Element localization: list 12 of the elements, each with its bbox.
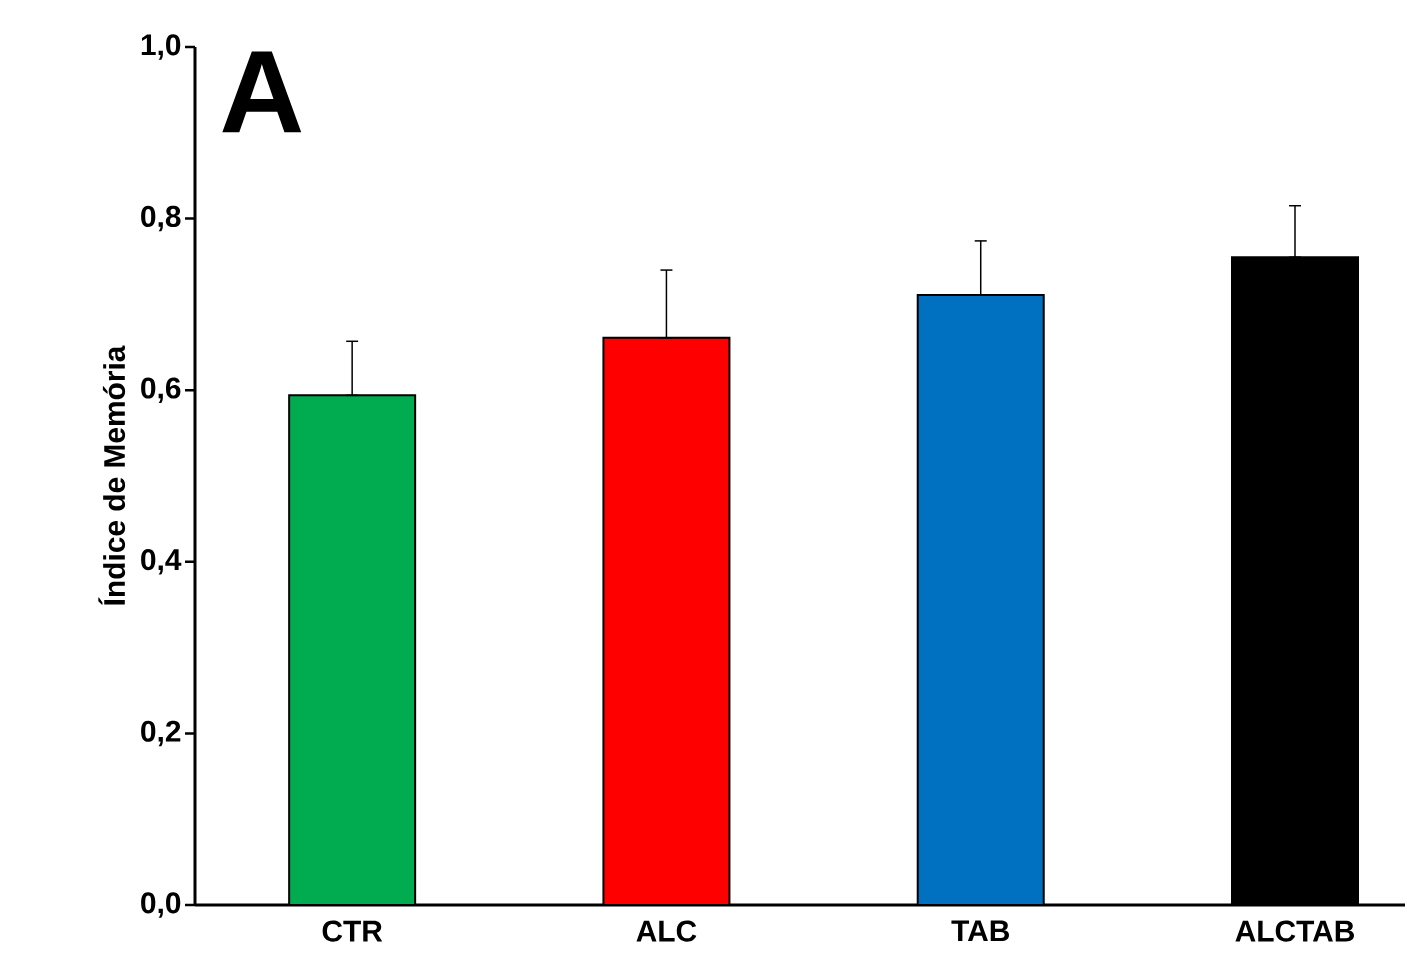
annotation: A [222,51,302,133]
x-tick-label: TAB [951,920,1009,942]
x-tick-label: CTR [322,920,383,942]
y-tick-label: 0,8 [141,205,181,232]
y-tick-label: 1,0 [141,34,181,60]
y-tick-label: 0,4 [141,549,182,575]
x-tick-label: ALCTAB [1235,920,1354,942]
y-tick-label: 0,2 [141,720,181,747]
y-tick-label: 0,0 [141,892,181,918]
y-tick-label: 0,6 [141,377,181,403]
x-tick-label: ALC [636,920,697,942]
y-axis-title: Índice de Memória [98,345,126,605]
